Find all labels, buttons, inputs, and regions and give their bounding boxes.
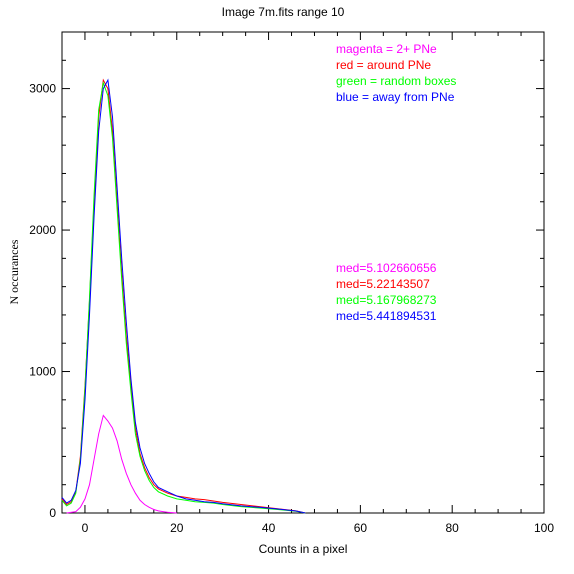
y-axis-label: N occurances (7, 239, 21, 304)
legend-entry: blue = away from PNe (336, 90, 455, 104)
x-tick-label: 20 (170, 521, 184, 535)
chart-title: Image 7m.fits range 10 (222, 5, 345, 19)
legend-entry: green = random boxes (336, 74, 456, 88)
series-layer (61, 78, 306, 514)
median-annotation: med=5.102660656 (336, 261, 437, 275)
x-tick-label: 0 (82, 521, 89, 535)
legend: magenta = 2+ PNe red = around PNe green = … (336, 42, 456, 104)
median-annotation: med=5.441894531 (336, 309, 437, 323)
series-line-4 (61, 78, 306, 514)
median-annotations: med=5.102660656 med=5.22143507 med=5.16796… (336, 261, 437, 323)
median-annotation: med=5.167968273 (336, 293, 437, 307)
legend-entry: magenta = 2+ PNe (336, 42, 437, 56)
y-tick-label: 1000 (29, 365, 56, 379)
series-line-1 (66, 414, 177, 514)
y-tick-label: 0 (49, 506, 56, 520)
legend-entry: red = around PNe (336, 58, 431, 72)
x-tick-label: 40 (262, 521, 276, 535)
x-axis-label: Counts in a pixel (259, 542, 348, 556)
y-tick-label: 3000 (29, 82, 56, 96)
plot-frame (61, 31, 545, 514)
y-tick-label: 2000 (29, 223, 56, 237)
series-line-2 (61, 78, 306, 514)
x-tick-label: 100 (534, 521, 554, 535)
median-annotation: med=5.22143507 (336, 277, 430, 291)
series-line-3 (61, 80, 306, 514)
x-tick-label: 60 (354, 521, 368, 535)
x-tick-label: 80 (446, 521, 460, 535)
